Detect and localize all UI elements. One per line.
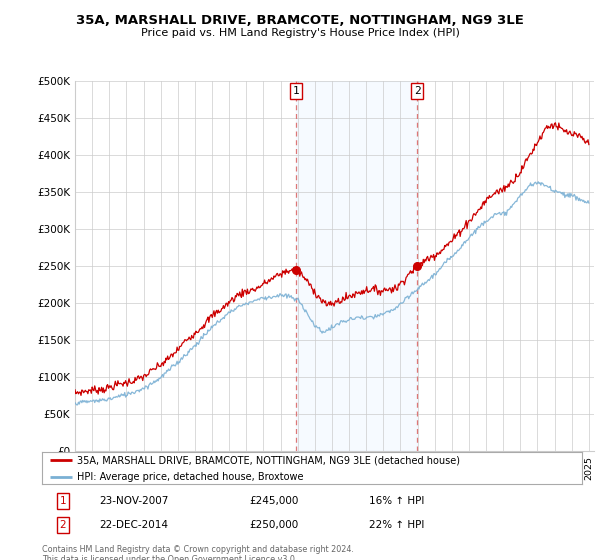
Text: 22-DEC-2014: 22-DEC-2014 xyxy=(99,520,168,530)
Text: HPI: Average price, detached house, Broxtowe: HPI: Average price, detached house, Brox… xyxy=(77,472,304,482)
Text: 16% ↑ HPI: 16% ↑ HPI xyxy=(369,496,424,506)
Text: £250,000: £250,000 xyxy=(249,520,298,530)
Bar xyxy=(296,81,417,451)
Text: 23-NOV-2007: 23-NOV-2007 xyxy=(99,496,169,506)
Text: 35A, MARSHALL DRIVE, BRAMCOTE, NOTTINGHAM, NG9 3LE: 35A, MARSHALL DRIVE, BRAMCOTE, NOTTINGHA… xyxy=(76,14,524,27)
Text: Price paid vs. HM Land Registry's House Price Index (HPI): Price paid vs. HM Land Registry's House … xyxy=(140,28,460,38)
Text: 2: 2 xyxy=(59,520,67,530)
Text: 1: 1 xyxy=(59,496,67,506)
Text: Contains HM Land Registry data © Crown copyright and database right 2024.
This d: Contains HM Land Registry data © Crown c… xyxy=(42,545,354,560)
Text: 22% ↑ HPI: 22% ↑ HPI xyxy=(369,520,424,530)
Text: 1: 1 xyxy=(293,86,299,96)
Text: £245,000: £245,000 xyxy=(249,496,298,506)
Text: 2: 2 xyxy=(413,86,421,96)
Text: 35A, MARSHALL DRIVE, BRAMCOTE, NOTTINGHAM, NG9 3LE (detached house): 35A, MARSHALL DRIVE, BRAMCOTE, NOTTINGHA… xyxy=(77,455,460,465)
